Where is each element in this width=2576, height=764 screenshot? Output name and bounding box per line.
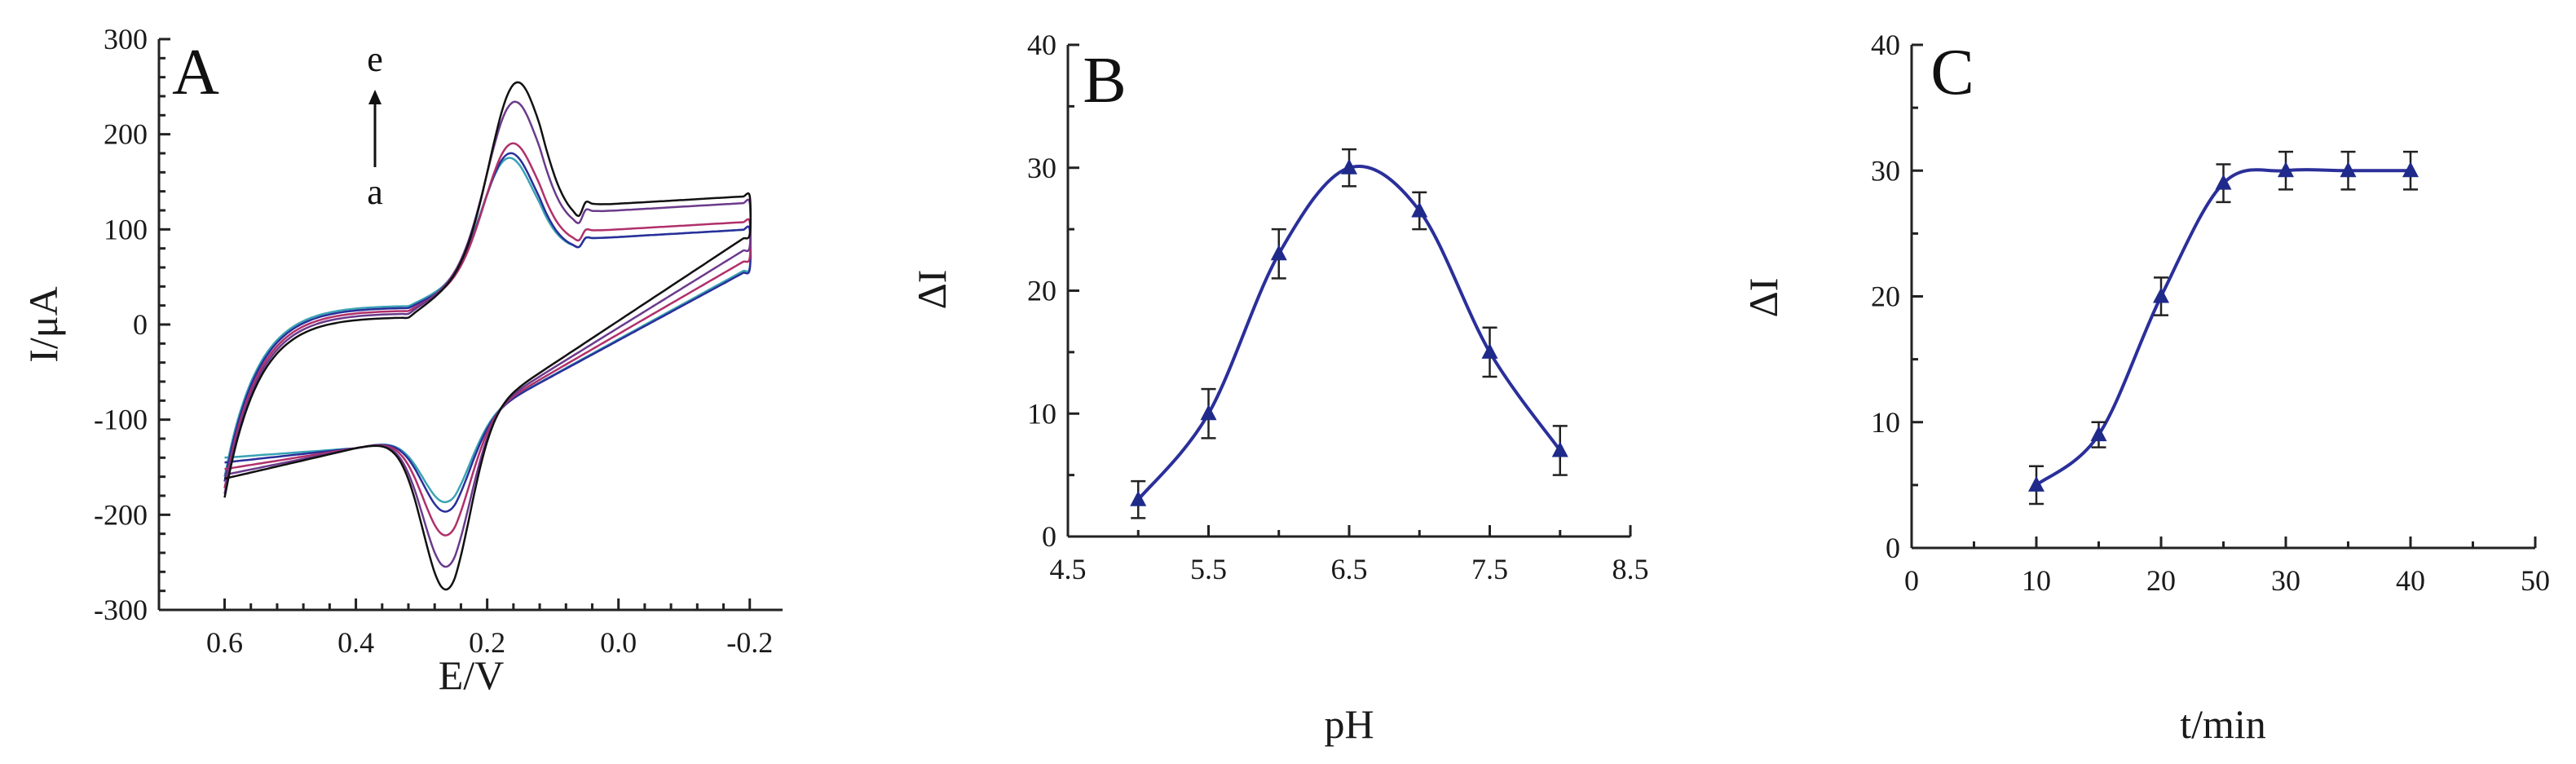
y-tick-label: 0 — [1042, 520, 1056, 553]
arrow-head — [368, 90, 382, 104]
data-point — [2340, 161, 2357, 178]
y-tick-label: 40 — [1871, 29, 1900, 61]
x-tick-label: 0.6 — [206, 626, 243, 659]
panel-a: -300 -200 -100 0 100 200 300 0.6 0.4 0.2 0.0 -0.2 E/… — [20, 23, 783, 698]
data-point — [1200, 404, 1217, 421]
data-point — [1551, 441, 1568, 457]
y-tick-label: -100 — [94, 404, 148, 436]
y-tick-label: -300 — [94, 594, 148, 626]
panel-letter: C — [1930, 37, 1974, 108]
x-tick-label: 30 — [2271, 564, 2300, 597]
x-axis-title: E/V — [439, 652, 505, 698]
x-tick-label: 40 — [2396, 564, 2425, 597]
y-tick-label: 40 — [1027, 29, 1056, 61]
panel-b: 0 10 20 30 40 4.5 5.5 6.5 7.5 8.5 pH ΔI B — [909, 29, 1649, 747]
data-point — [2402, 161, 2419, 178]
arrow-bottom-label: a — [367, 172, 383, 212]
data-point — [2028, 475, 2044, 492]
x-tick-label: 10 — [2022, 564, 2051, 597]
y-tick-label: 300 — [104, 23, 148, 55]
y-tick-label: -200 — [94, 498, 148, 531]
x-tick-label: 7.5 — [1471, 553, 1508, 585]
x-tick-label: 0.2 — [469, 626, 505, 659]
data-point — [1341, 158, 1357, 174]
x-tick-label: 0.0 — [600, 626, 637, 659]
x-tick-label: 0.4 — [337, 626, 374, 659]
cv-curve — [223, 142, 752, 537]
y-tick-label: 200 — [104, 118, 148, 151]
panel-letter: A — [172, 37, 219, 108]
y-tick-label: 30 — [1027, 152, 1056, 184]
data-point — [1481, 342, 1498, 359]
x-tick-label: -0.2 — [726, 626, 773, 659]
x-axis-title: pH — [1324, 701, 1374, 747]
x-tick-label: 8.5 — [1612, 553, 1649, 585]
y-tick-label: 20 — [1871, 280, 1900, 313]
y-tick-label: 20 — [1027, 275, 1056, 307]
x-axis-title: t/min — [2180, 701, 2266, 747]
y-tick-label: 100 — [104, 213, 148, 245]
y-tick-label: 0 — [133, 308, 148, 341]
x-tick-label: 0 — [1904, 564, 1919, 597]
y-tick-label: 10 — [1027, 397, 1056, 430]
x-tick-label: 5.5 — [1190, 553, 1227, 585]
x-tick-label: 20 — [2146, 564, 2176, 597]
y-tick-label: 10 — [1871, 406, 1900, 439]
fit-curve — [1136, 165, 1562, 501]
data-point — [1411, 201, 1428, 218]
y-tick-label: 30 — [1871, 154, 1900, 187]
x-tick-label: 4.5 — [1050, 553, 1087, 585]
y-axis-title: ΔI — [909, 270, 955, 310]
arrow-top-label: e — [367, 39, 383, 79]
y-axis-title: ΔI — [1740, 278, 1786, 318]
x-tick-label: 6.5 — [1331, 553, 1368, 585]
x-tick-label: 50 — [2521, 564, 2550, 597]
data-point — [1270, 245, 1287, 261]
panel-letter: B — [1083, 45, 1126, 117]
data-point — [1130, 490, 1147, 506]
cv-curve — [223, 81, 752, 591]
panel-c: 0 10 20 30 40 0 10 20 30 40 50 t/min ΔI C — [1740, 29, 2550, 747]
data-point — [2090, 426, 2107, 442]
data-point — [2278, 161, 2294, 178]
data-point — [2153, 287, 2169, 303]
data-point — [2215, 174, 2232, 190]
y-axis-title: I/μA — [20, 286, 66, 362]
y-tick-label: 0 — [1886, 532, 1900, 564]
